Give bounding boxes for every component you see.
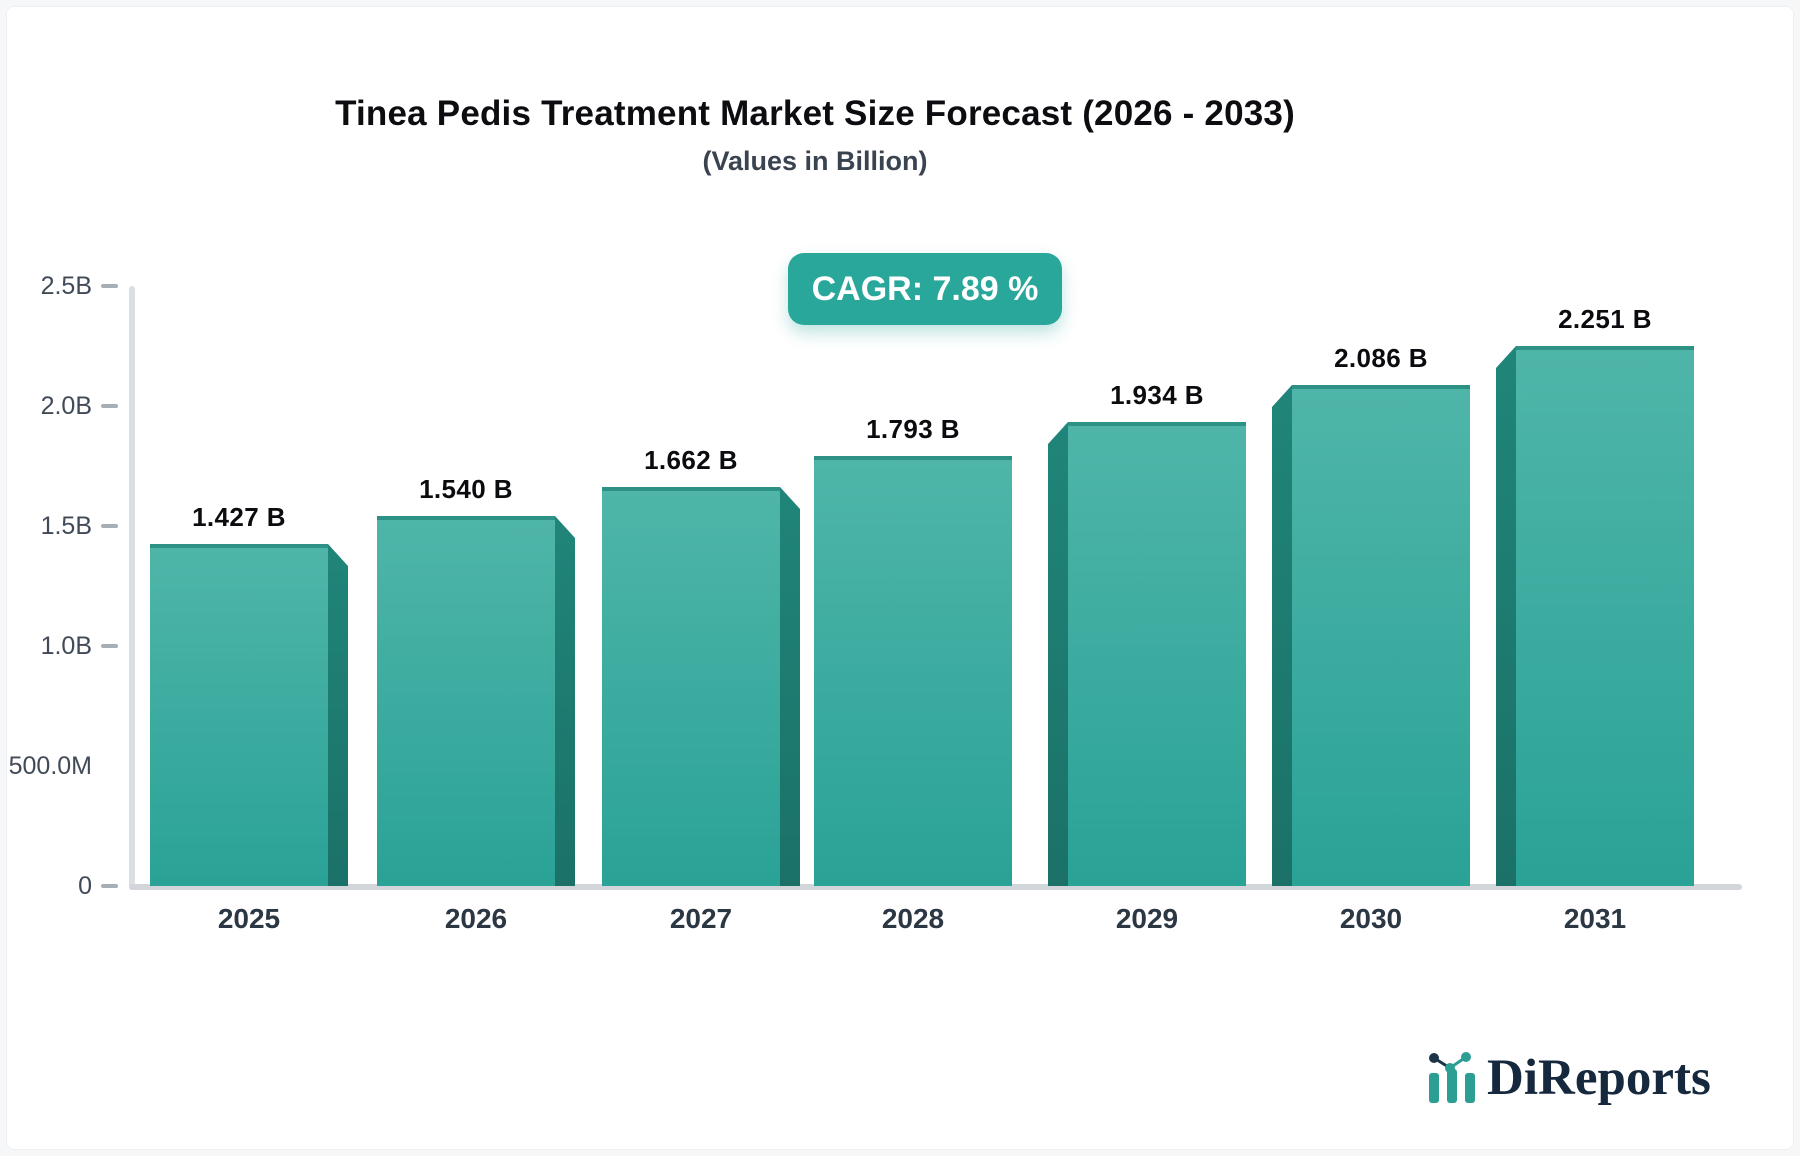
bar-front-face bbox=[377, 516, 555, 886]
bar-2030: 2.086 B bbox=[1272, 343, 1470, 886]
x-axis-line bbox=[129, 884, 1742, 890]
bar-side-face bbox=[1272, 385, 1292, 886]
bar-value-label: 1.793 B bbox=[866, 414, 960, 444]
bar-value-label: 2.251 B bbox=[1558, 304, 1652, 334]
bar-front-face bbox=[1292, 385, 1470, 886]
bar-front-face bbox=[1516, 346, 1694, 886]
brand-logo: DiReports bbox=[1426, 1048, 1711, 1108]
bar-front-face bbox=[602, 487, 780, 886]
chart-title: Tinea Pedis Treatment Market Size Foreca… bbox=[335, 94, 1295, 133]
bar-value-label: 1.934 B bbox=[1110, 380, 1204, 410]
y-tick-label: 500.0M bbox=[8, 752, 92, 780]
x-axis-label-2030: 2030 bbox=[1339, 903, 1403, 934]
x-axis-label-2029: 2029 bbox=[1115, 903, 1179, 934]
bar-2026: 1.540 B bbox=[377, 474, 575, 886]
bar-value-label: 1.540 B bbox=[419, 474, 513, 504]
y-tick-label: 2.5B bbox=[40, 272, 92, 300]
y-tick-dash bbox=[101, 884, 118, 888]
cagr-badge: CAGR: 7.89 % bbox=[788, 253, 1062, 325]
y-tick-dash bbox=[101, 284, 118, 288]
x-axis-label-2026: 2026 bbox=[444, 903, 508, 934]
y-tick-dash bbox=[101, 524, 118, 528]
bar-front-face bbox=[150, 544, 328, 886]
x-axis-label-2027: 2027 bbox=[669, 903, 733, 934]
bar-2029: 1.934 B bbox=[1048, 380, 1246, 886]
brand-name: DiReports bbox=[1487, 1050, 1711, 1106]
x-axis-label-2028: 2028 bbox=[881, 903, 945, 934]
bar-2031: 2.251 B bbox=[1496, 304, 1694, 886]
bar-2027: 1.662 B bbox=[602, 445, 800, 886]
mini-bar-chart-logo-icon bbox=[1429, 1052, 1475, 1103]
bar-side-face bbox=[555, 516, 575, 886]
y-tick-dash bbox=[101, 644, 118, 648]
bar-side-face bbox=[328, 544, 348, 886]
bar-2025: 1.427 B bbox=[150, 502, 348, 886]
y-tick-label: 1.0B bbox=[40, 632, 92, 660]
y-tick-label: 2.0B bbox=[40, 392, 92, 420]
bar-side-face bbox=[1048, 422, 1068, 886]
y-tick-label: 0 bbox=[78, 872, 92, 900]
bar-value-label: 2.086 B bbox=[1334, 343, 1428, 373]
x-axis-label-2025: 2025 bbox=[217, 903, 281, 934]
y-tick-dash bbox=[101, 404, 118, 408]
y-tick-label: 1.5B bbox=[40, 512, 92, 540]
y-axis-line bbox=[129, 286, 135, 889]
bar-front-face bbox=[1068, 422, 1246, 886]
bar-side-face bbox=[1496, 346, 1516, 886]
bar-value-label: 1.427 B bbox=[192, 502, 286, 532]
bar-2028: 1.793 B bbox=[814, 414, 1012, 886]
x-axis-label-2031: 2031 bbox=[1563, 903, 1627, 934]
chart-subtitle: (Values in Billion) bbox=[702, 146, 928, 176]
bar-side-face bbox=[780, 487, 800, 886]
bar-value-label: 1.662 B bbox=[644, 445, 738, 475]
bar-front-face bbox=[814, 456, 1012, 886]
